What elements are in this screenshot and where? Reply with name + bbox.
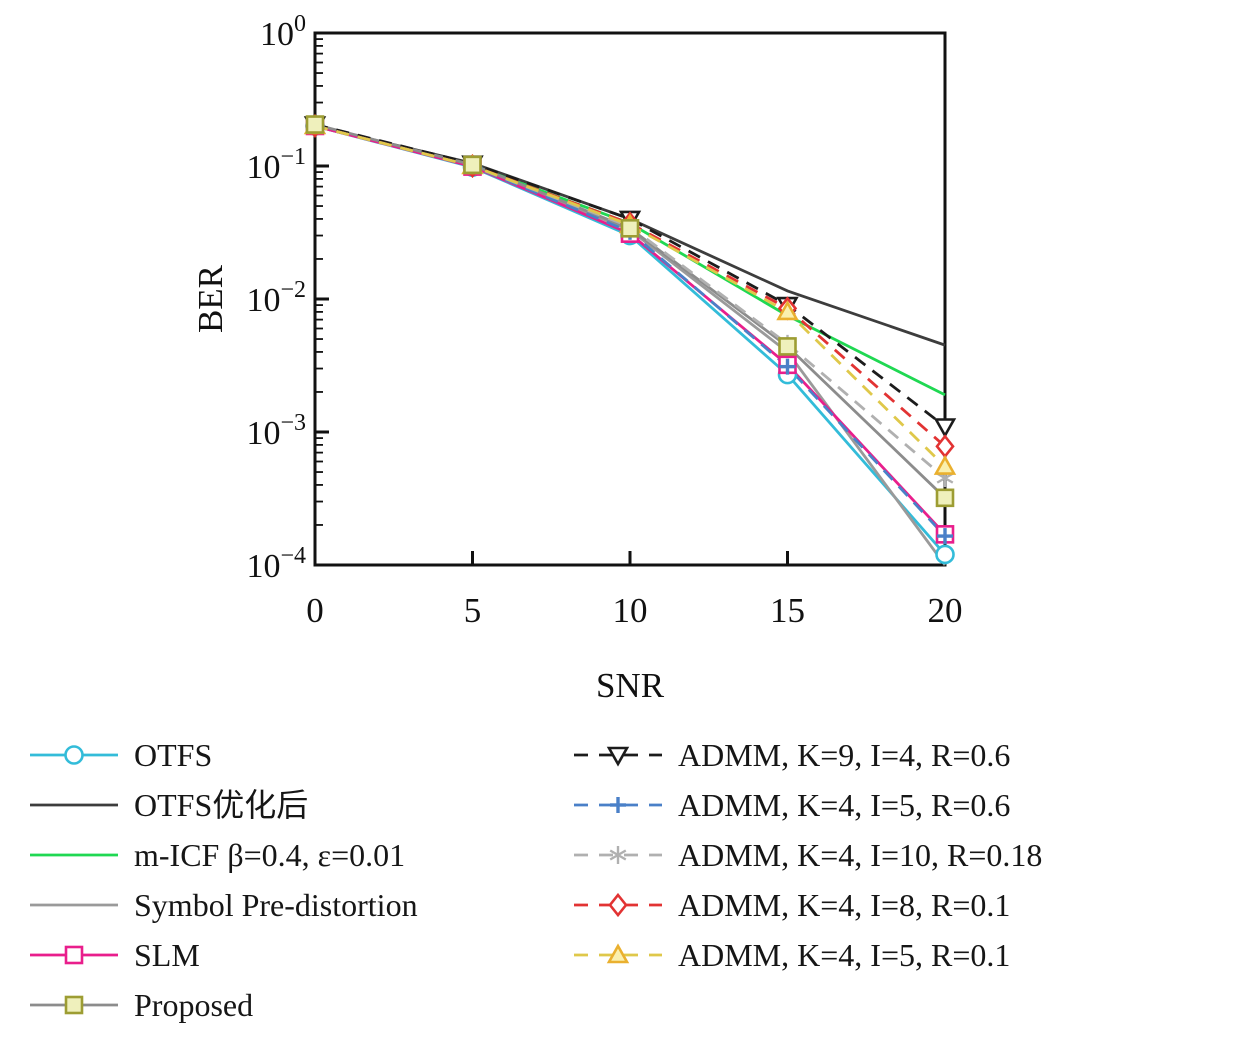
series-line-8 bbox=[314, 124, 946, 480]
legend-label: ADMM, K=4, I=8, R=0.1 bbox=[678, 887, 1011, 923]
square-marker bbox=[935, 488, 955, 508]
legend-swatch bbox=[30, 745, 118, 765]
legend-swatch bbox=[30, 995, 118, 1015]
legend-label: ADMM, K=4, I=10, R=0.18 bbox=[678, 837, 1043, 873]
series-line-10 bbox=[314, 124, 946, 468]
square-marker bbox=[305, 115, 325, 134]
legend-item-0: OTFS bbox=[28, 730, 418, 780]
legend-swatch bbox=[30, 853, 118, 857]
legend-label: SLM bbox=[134, 937, 200, 973]
x-tick-label: 10 bbox=[613, 591, 648, 630]
x-axis-label: SNR bbox=[596, 666, 665, 705]
series-line-0 bbox=[314, 124, 947, 556]
legend-swatch bbox=[574, 943, 662, 964]
legend-item-8: ADMM, K=4, I=10, R=0.18 bbox=[572, 830, 1042, 880]
series-line-7 bbox=[314, 124, 947, 538]
plus-marker bbox=[779, 358, 796, 375]
triangle-up-marker bbox=[933, 454, 957, 475]
y-tick-label: 10−1 bbox=[246, 144, 306, 186]
legend-item-7: ADMM, K=4, I=5, R=0.6 bbox=[572, 780, 1042, 830]
ber-snr-chart: 0 5 10 15 20 100 10−1 10−2 10−3 10−4 SNR BER bbox=[191, 11, 963, 705]
legend-label: OTFS bbox=[134, 737, 213, 773]
x-tick-label: 20 bbox=[928, 591, 963, 630]
legend-swatch bbox=[574, 846, 662, 864]
legend-label: Symbol Pre-distortion bbox=[134, 887, 418, 923]
y-tick-label: 100 bbox=[260, 11, 306, 53]
series-line-2 bbox=[314, 124, 946, 397]
y-tick-label: 10−4 bbox=[246, 543, 306, 585]
legend-swatch bbox=[30, 803, 118, 807]
chart-legend: OTFS OTFS优化后 m-ICF β=0.4, ε=0.01 Symbol Pre… bbox=[0, 730, 1260, 1042]
x-tick-label: 0 bbox=[306, 591, 324, 630]
legend-item-2: m-ICF β=0.4, ε=0.01 bbox=[28, 830, 418, 880]
plus-marker bbox=[937, 528, 953, 545]
y-tick-label: 10−2 bbox=[246, 277, 306, 319]
legend-column-left: OTFS OTFS优化后 m-ICF β=0.4, ε=0.01 Symbol Pre… bbox=[28, 730, 418, 1030]
legend-label: OTFS优化后 bbox=[134, 787, 309, 823]
triangle-down-marker bbox=[933, 418, 957, 439]
circle-marker bbox=[935, 544, 955, 565]
square-marker bbox=[463, 155, 482, 175]
legend-label: ADMM, K=4, I=5, R=0.6 bbox=[678, 787, 1011, 823]
legend-item-1: OTFS优化后 bbox=[28, 780, 418, 830]
x-tick-label: 15 bbox=[770, 591, 805, 630]
legend-column-right: ADMM, K=9, I=4, R=0.6 ADMM, K=4, I=5, R=0… bbox=[572, 730, 1042, 980]
series-line-4 bbox=[314, 124, 947, 536]
square-marker bbox=[778, 337, 797, 356]
y-axis-label: BER bbox=[191, 264, 230, 333]
x-tick-label: 5 bbox=[464, 591, 482, 630]
legend-label: m-ICF β=0.4, ε=0.01 bbox=[134, 837, 406, 873]
legend-item-5: Proposed bbox=[28, 980, 418, 1030]
series-line-6 bbox=[314, 123, 946, 428]
legend-item-10: ADMM, K=4, I=5, R=0.1 bbox=[572, 930, 1042, 980]
series-line-9 bbox=[314, 124, 946, 448]
legend-item-9: ADMM, K=4, I=8, R=0.1 bbox=[572, 880, 1042, 930]
legend-item-6: ADMM, K=9, I=4, R=0.6 bbox=[572, 730, 1042, 780]
diamond-marker bbox=[935, 434, 955, 459]
series-line-3 bbox=[314, 124, 947, 566]
legend-item-4: SLM bbox=[28, 930, 418, 980]
triangle-up-marker bbox=[776, 300, 799, 321]
legend-swatch bbox=[574, 797, 662, 813]
legend-swatch bbox=[30, 945, 118, 965]
legend-item-3: Symbol Pre-distortion bbox=[28, 880, 418, 930]
y-tick-label: 10−3 bbox=[246, 410, 306, 452]
plot-area: 0 5 10 15 20 100 10−1 10−2 10−3 10−4 bbox=[246, 11, 962, 630]
legend-label: ADMM, K=9, I=4, R=0.6 bbox=[678, 737, 1011, 773]
legend-label: ADMM, K=4, I=5, R=0.1 bbox=[678, 937, 1011, 973]
legend-swatch bbox=[30, 903, 118, 907]
square-marker bbox=[620, 219, 640, 238]
legend-swatch bbox=[574, 746, 662, 767]
legend-label: Proposed bbox=[134, 987, 254, 1023]
legend-swatch bbox=[574, 892, 662, 918]
